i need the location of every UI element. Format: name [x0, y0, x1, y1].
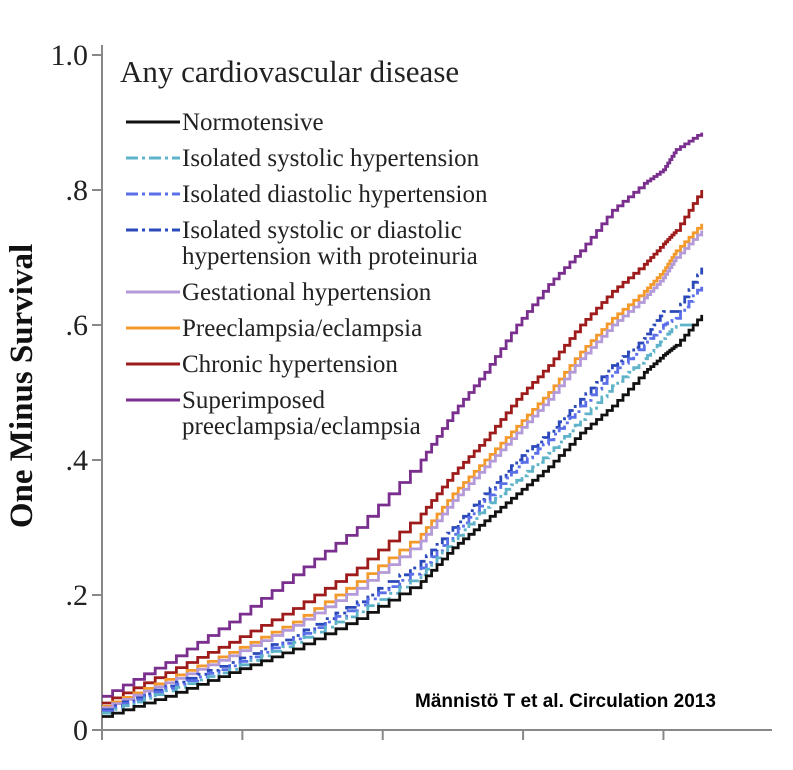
legend-label: Chronic hypertension: [182, 351, 398, 378]
y-tick-label: 1.0: [51, 39, 89, 72]
series-line: [102, 323, 702, 715]
y-tick-label: 0: [73, 714, 88, 747]
axes: [101, 45, 772, 731]
legend-label: Isolated systolic or diastolic: [182, 217, 462, 244]
legend-label: Isolated diastolic hypertension: [182, 181, 488, 208]
y-tick-label: .8: [66, 174, 89, 207]
legend-label: Isolated systolic hypertension: [182, 145, 480, 172]
x-ticks: [101, 730, 665, 740]
y-tick-label: .2: [66, 579, 89, 612]
legend-item: Isolated diastolic hypertension: [126, 181, 488, 208]
legend: Normotensive Isolated systolic hypertensi…: [126, 109, 488, 440]
y-ticks: 0 .2 .4 .6 .8 1.0: [51, 39, 102, 747]
legend-item: Gestational hypertension: [126, 279, 432, 306]
series-line: [102, 314, 704, 718]
legend-item: Normotensive: [126, 109, 324, 136]
chart-title: Any cardiovascular disease: [120, 54, 459, 89]
legend-item: Isolated systolic hypertension: [126, 145, 480, 172]
y-tick-label: .6: [66, 309, 89, 342]
legend-label: hypertension with proteinuria: [182, 243, 478, 270]
series-line: [102, 132, 704, 698]
series-line: [102, 223, 704, 708]
legend-item: Chronic hypertension: [126, 351, 398, 378]
legend-label: Gestational hypertension: [182, 279, 432, 306]
legend-label: preeclampsia/eclampsia: [182, 413, 421, 440]
series-lines: [102, 132, 704, 718]
y-axis-label: One Minus Survival: [4, 244, 40, 528]
series-line: [102, 284, 704, 713]
legend-label: Normotensive: [182, 109, 324, 136]
legend-item: Preeclampsia/eclampsia: [126, 315, 422, 342]
legend-label: Superimposed: [182, 387, 326, 414]
citation: Männistö T et al. Circulation 2013: [415, 691, 716, 712]
legend-label: Preeclampsia/eclampsia: [182, 315, 422, 342]
series-line: [102, 190, 704, 705]
legend-item: Isolated systolic or diastolichypertensi…: [126, 217, 478, 270]
series-line: [102, 230, 704, 710]
y-tick-label: .4: [66, 444, 89, 477]
